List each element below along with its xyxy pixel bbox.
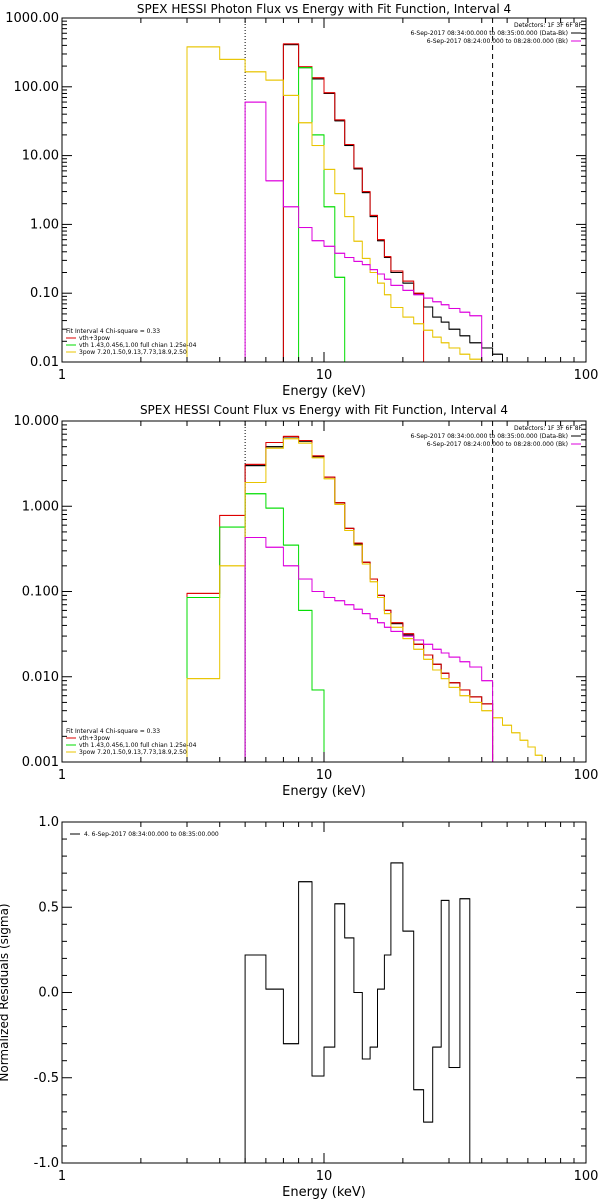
y-tick-label: 0.5 <box>38 900 59 915</box>
series-line <box>244 101 483 362</box>
plot-frame <box>61 821 587 1164</box>
series-vth <box>186 493 335 762</box>
x-tick-label: 1 <box>58 768 66 783</box>
x-tick-label: 100 <box>574 768 599 783</box>
x-tick-label: 1 <box>58 1169 66 1184</box>
series-vth <box>298 67 354 362</box>
legend-fit-header: Fit Interval 4 Chi-square = 0.33 <box>66 728 160 735</box>
y-tick-label: 1000.00 <box>5 11 59 26</box>
count-flux-panel: SPEX HESSI Count Flux vs Energy with Fit… <box>14 403 599 799</box>
legend-entry: vth 1.43,0.456,1.00 full chian 1.25e-04 <box>79 742 197 749</box>
data-layer <box>186 18 521 362</box>
y-tick-label: -1.0 <box>34 1156 59 1171</box>
series-line <box>186 435 494 762</box>
legend-entry: 6-Sep-2017 08:34:00.000 to 08:35:00.000 … <box>410 30 568 37</box>
legend-entry: 4. 6-Sep-2017 08:34:00.000 to 08:35:00.0… <box>84 831 219 838</box>
x-tick-label: 1 <box>58 368 66 383</box>
data-layer <box>244 862 471 1163</box>
series-3pow <box>186 438 543 762</box>
y-tick-label: 0.10 <box>30 286 59 301</box>
y-tick-label: 10.00 <box>22 149 59 164</box>
legend-entry: 3pow 7.20,1.50,9.13,7.73,18.9,2.50 <box>79 349 187 356</box>
x-tick-label: 100 <box>574 368 599 383</box>
legend-entry: vth 1.43,0.456,1.00 full chian 1.25e-04 <box>79 342 197 349</box>
photon-flux-panel: SPEX HESSI Photon Flux vs Energy with Fi… <box>5 2 598 399</box>
series-3pow <box>186 46 521 362</box>
y-tick-label: 100.00 <box>14 80 60 95</box>
legend-entry: 6-Sep-2017 08:24:00.000 to 08:28:00.000 … <box>427 38 568 45</box>
legend-entry: 6-Sep-2017 08:34:00.000 to 08:35:00.000 … <box>410 433 568 440</box>
series-line <box>244 862 471 1163</box>
y-tick-label: 0.0 <box>38 986 59 1001</box>
series-residuals <box>244 862 471 1163</box>
y-tick-label: 1.0 <box>38 815 59 830</box>
legend-entry: vth+3pow <box>79 335 110 342</box>
legend-detectors: Detectors: 1F 3F 6F 8F <box>514 22 583 29</box>
y-tick-label: 1.00 <box>30 217 59 232</box>
series-bk <box>244 536 494 762</box>
x-tick-label: 10 <box>316 768 333 783</box>
series-bk <box>244 101 483 362</box>
y-tick-label: 0.01 <box>30 355 59 370</box>
legend-entry: vth+3pow <box>79 735 110 742</box>
y-tick-label: 10.000 <box>14 414 60 429</box>
series-line <box>244 537 494 762</box>
y-tick-label: 0.001 <box>22 755 59 770</box>
legend-entry: 3pow 7.20,1.50,9.13,7.73,18.9,2.50 <box>79 749 187 756</box>
series-data-bk <box>244 436 494 762</box>
y-tick-label: 0.010 <box>22 670 59 685</box>
series-line <box>186 438 543 762</box>
series-line <box>186 493 335 762</box>
series-line <box>186 46 520 362</box>
x-tick-label: 100 <box>574 1169 599 1184</box>
x-tick-label: 10 <box>316 1169 333 1184</box>
series-line <box>244 436 494 762</box>
y-tick-label: -0.5 <box>34 1071 59 1086</box>
y-tick-label: 1.000 <box>22 499 59 514</box>
legend-detectors: Detectors: 1F 3F 6F 8F <box>514 425 583 432</box>
x-axis-label: Energy (keV) <box>282 384 366 399</box>
data-layer <box>186 421 543 762</box>
series-line <box>298 67 354 362</box>
x-axis-label: Energy (keV) <box>282 1185 366 1200</box>
x-tick-label: 10 <box>316 368 333 383</box>
residuals-panel: 1 10 100 -1.0 -0.5 0.0 0.5 1.0 Energy (keV) Norma… <box>0 815 598 1200</box>
x-axis-label: Energy (keV) <box>282 784 366 799</box>
chart-title: SPEX HESSI Photon Flux vs Energy with Fi… <box>137 2 511 16</box>
y-tick-label: 0.100 <box>22 585 59 600</box>
legend-fit-header: Fit Interval 4 Chi-square = 0.33 <box>66 328 160 335</box>
series-vth-3pow <box>186 435 494 762</box>
chart-title: SPEX HESSI Count Flux vs Energy with Fit… <box>140 403 508 417</box>
y-axis-label: Normalized Residuals (sigma) <box>0 903 11 1081</box>
legend-entry: 6-Sep-2017 08:24:00.000 to 08:28:00.000 … <box>427 441 568 448</box>
